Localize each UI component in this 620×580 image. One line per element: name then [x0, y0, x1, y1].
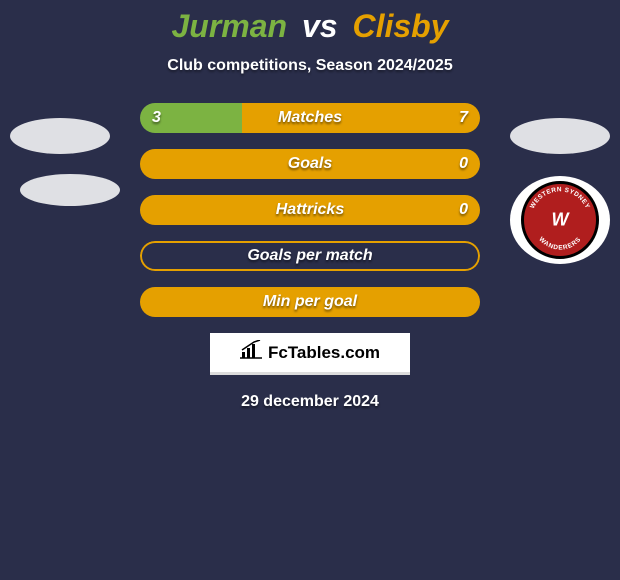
stats-container: 37Matches 0Goals 0Hattricks Goals per match… [140, 103, 480, 317]
stat-row: 37Matches [140, 103, 480, 133]
stat-label: Goals [140, 149, 480, 179]
stat-row: 0Hattricks [140, 195, 480, 225]
svg-text:WESTERN SYDNEY: WESTERN SYDNEY [529, 186, 591, 210]
stat-row: Goals per match [140, 241, 480, 271]
player1-name: Jurman [172, 8, 288, 44]
vs-text: vs [302, 8, 338, 44]
brand-box[interactable]: FcTables.com [210, 333, 410, 375]
subtitle: Club competitions, Season 2024/2025 [0, 57, 620, 75]
stat-row: 0Goals [140, 149, 480, 179]
player1-club-badge-placeholder [10, 118, 110, 154]
stat-label: Hattricks [140, 195, 480, 225]
stat-row: Min per goal [140, 287, 480, 317]
club-badge-ring: WESTERN SYDNEY WANDERERS W [521, 181, 599, 259]
stat-label: Matches [140, 103, 480, 133]
brand-text: FcTables.com [268, 343, 380, 363]
stat-label: Min per goal [140, 287, 480, 317]
page-title: Jurman vs Clisby [0, 0, 620, 45]
player2-club-badge: WESTERN SYDNEY WANDERERS W [510, 176, 610, 264]
date: 29 december 2024 [0, 393, 620, 411]
player2-name: Clisby [352, 8, 448, 44]
stat-label: Goals per match [140, 241, 480, 271]
club-badge-monogram: W [552, 210, 569, 231]
chart-icon [240, 340, 262, 365]
player1-club-badge-placeholder-2 [20, 174, 120, 206]
svg-text:WANDERERS: WANDERERS [537, 236, 582, 252]
player2-club-badge-placeholder [510, 118, 610, 154]
